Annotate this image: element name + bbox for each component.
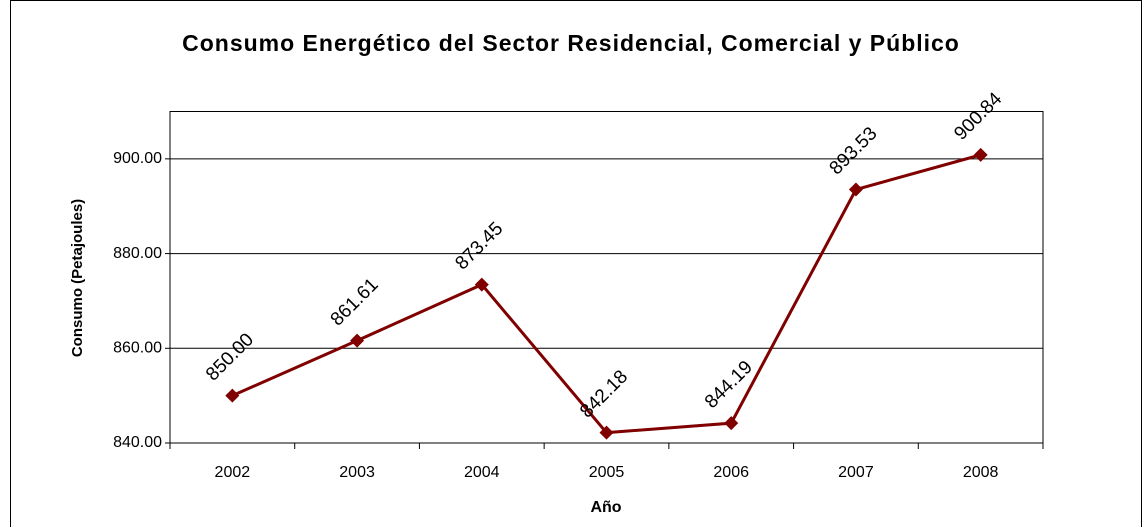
- data-label: 844.19: [701, 357, 757, 413]
- marker: [973, 147, 988, 162]
- y-axis-label: Consumo (Petajoules): [69, 199, 86, 357]
- marker: [350, 333, 365, 348]
- x-tick-label: 2008: [963, 464, 999, 481]
- y-tick-label: 880.00: [113, 245, 162, 262]
- x-axis-label: Año: [590, 499, 621, 516]
- marker: [599, 425, 614, 440]
- x-tick-label: 2003: [339, 464, 375, 481]
- data-label: 873.45: [451, 218, 507, 274]
- x-tick-label: 2004: [464, 464, 500, 481]
- x-tick-label: 2002: [215, 464, 251, 481]
- x-tick-label: 2007: [838, 464, 874, 481]
- data-label: 842.18: [576, 366, 632, 422]
- data-label: 900.84: [950, 88, 1006, 144]
- x-tick-label: 2006: [713, 464, 749, 481]
- data-label: 861.61: [327, 274, 383, 330]
- y-tick-label: 840.00: [113, 434, 162, 451]
- data-label: 850.00: [202, 329, 258, 385]
- marker: [848, 182, 863, 197]
- marker: [474, 277, 489, 292]
- chart-border: [10, 0, 1142, 527]
- x-tick-label: 2005: [589, 464, 625, 481]
- marker: [724, 416, 739, 431]
- data-label: 893.53: [826, 123, 882, 179]
- y-tick-label: 900.00: [113, 150, 162, 167]
- marker: [225, 388, 240, 403]
- y-tick-label: 860.00: [113, 340, 162, 357]
- chart-title: Consumo Energético del Sector Residencia…: [182, 30, 960, 56]
